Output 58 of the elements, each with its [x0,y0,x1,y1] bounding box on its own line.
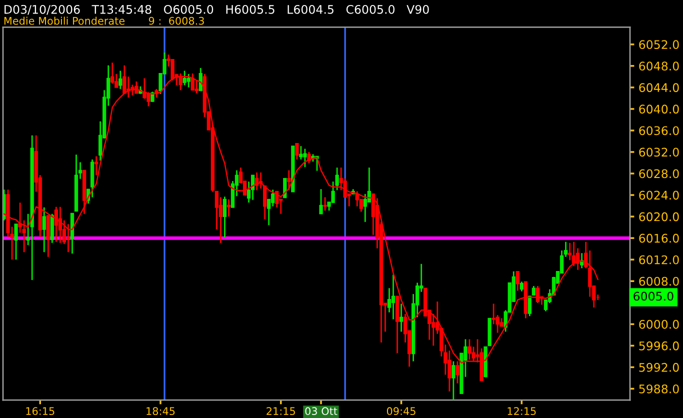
candlestick [66,223,70,253]
candlestick [335,166,339,191]
candlestick [287,170,291,191]
y-tick-label: 6052.0 [639,40,679,50]
candlestick [319,188,323,215]
candlestick [532,285,536,296]
y-tick-label: 6000.0 [639,320,679,329]
x-tick-label: 03 Ott [305,407,338,416]
candlestick [307,151,311,164]
candlestick [271,188,275,208]
x-tick-label: 09:45 [386,407,416,416]
candlestick [399,303,404,332]
candlestick [134,80,138,94]
text: 6005.0 [634,292,674,301]
x-tick-label: 21:15 [266,407,295,416]
candlestick [492,303,496,325]
y-tick-label: 6012.0 [639,255,679,264]
x-tick-label: 16:15 [26,407,54,416]
x-tick-label: 12:15 [508,407,536,416]
x-tick-label: 18:45 [146,407,175,416]
candlestick [588,250,592,298]
candlestick [182,70,186,86]
candlestick [432,313,436,346]
candlestick [186,73,190,88]
y-tick-label: 6016.0 [639,234,679,243]
candlestick [468,338,472,360]
candlestick [222,196,227,238]
candlestick [110,62,114,84]
y-tick-label: 6048.0 [639,62,679,71]
candlestick [355,190,359,208]
y-tick-label: 6044.0 [639,83,679,92]
candlestick [391,274,396,320]
candlestick [536,285,540,304]
y-tick-label: 6036.0 [639,126,679,136]
y-tick-label: 5996.0 [639,341,679,350]
candlestick [14,223,18,260]
candlestick [303,148,307,168]
candlestick [226,198,231,218]
candlestick [194,80,198,94]
chart-title: D03/10/2006 T13:45:48 O6005.0 H6005.5 L6004.5 C6005.0 V90 [4,4,429,15]
candlestick [323,196,327,212]
chart-subtitle: Medie Mobili Ponderate 9 : 6008.3 [4,16,204,25]
y-tick-label: 6024.0 [639,190,679,200]
y-tick-label: 6008.0 [639,276,679,286]
candlestick [42,206,46,253]
y-tick-label: 6040.0 [639,104,679,114]
y-tick-label: 5988.0 [639,384,679,394]
candlestick [299,145,303,160]
y-tick-label: 6028.0 [639,169,679,178]
candlestick [520,280,524,292]
y-tick-label: 5992.0 [639,362,679,372]
candlestick [118,70,122,90]
candlestick [363,193,367,223]
y-tick-label: 6032.0 [639,148,679,157]
candlestick [295,142,299,160]
y-tick-label: 6020.0 [639,212,679,222]
candlestick [516,270,520,292]
candlestick [283,178,287,198]
